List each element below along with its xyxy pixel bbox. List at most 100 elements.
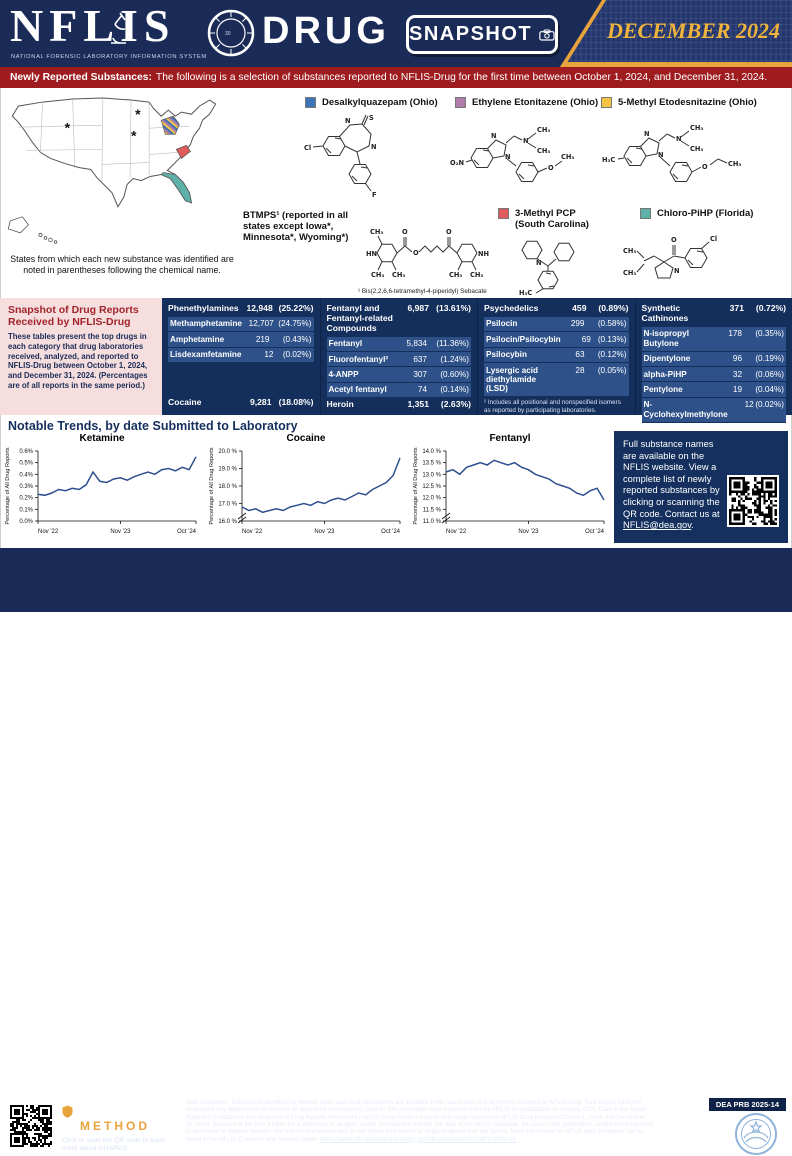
svg-text:Percentage of All Drug Reports: Percentage of All Drug Reports — [413, 447, 419, 524]
chart-title: Ketamine — [2, 433, 202, 446]
svg-text:0.2%: 0.2% — [19, 496, 33, 502]
svg-text:CH₃: CH₃ — [561, 153, 574, 161]
infobox-text: Full substance names are available on th… — [623, 439, 720, 519]
chart-plot: Percentage of All Drug Reports 11.0 % 11.5… — [410, 446, 610, 546]
substance-label: 3-Methyl PCP (South Carolina) — [515, 208, 606, 230]
snapshot-badge-label: SNAPSHOT — [409, 23, 532, 46]
svg-text:14.0 %: 14.0 % — [422, 449, 441, 455]
svg-text:NH: NH — [478, 250, 489, 258]
svg-text:0.5%: 0.5% — [19, 461, 33, 467]
shield-icon — [62, 1105, 73, 1118]
btmps-footnote: ¹ Bis(2,2,6,6-tetramethyl-4-piperidyl) S… — [358, 288, 487, 295]
header: NFLIS NATIONAL FORENSIC LABORATORY INFOR… — [0, 0, 792, 67]
svg-text:13.5 %: 13.5 % — [422, 461, 441, 467]
prb-number: DEA PRB 2025-14 — [709, 1098, 786, 1111]
map-caption: States from which each new substance was… — [8, 254, 236, 277]
svg-text:20.0 %: 20.0 % — [218, 449, 237, 455]
svg-text:Nov '23: Nov '23 — [314, 529, 335, 535]
svg-text:N: N — [676, 135, 682, 143]
structure-btmps: HN CH₃ CH₃ CH₃ O O O NH CH₃ CH₃ — [365, 213, 490, 285]
substance-label: Desalkylquazepam (Ohio) — [322, 97, 438, 108]
svg-text:Nov '23: Nov '23 — [110, 529, 131, 535]
svg-text:Cl: Cl — [304, 144, 311, 152]
svg-text:Nov '22: Nov '22 — [242, 529, 263, 535]
svg-text:0.3%: 0.3% — [19, 484, 33, 490]
footer: DEA GUARDS METHOD Click or scan the QR c… — [0, 548, 792, 612]
svg-text:CH₃: CH₃ — [623, 247, 636, 255]
svg-text:O₂N: O₂N — [450, 159, 464, 167]
svg-text:19.0 %: 19.0 % — [218, 467, 237, 473]
disclaimer-link[interactable]: https://www.nflis.deadiversion.usdoj.gov… — [320, 1137, 517, 1143]
svg-text:CH₃: CH₃ — [728, 160, 741, 168]
asterisk-minnesota: * — [135, 106, 141, 122]
data-disclaimer: Data Disclaimer: Substances identified b… — [186, 1100, 654, 1144]
svg-text:Nov '22: Nov '22 — [38, 529, 59, 535]
svg-text:12.5 %: 12.5 % — [422, 484, 441, 490]
legend-ethylene-etonitazene: Ethylene Etonitazene (Ohio) — [455, 97, 598, 108]
microscope-icon — [108, 11, 128, 47]
svg-text:17.0 %: 17.0 % — [218, 502, 237, 508]
banner-text: The following is a selection of substanc… — [156, 72, 767, 83]
svg-text:0.1%: 0.1% — [19, 507, 33, 513]
svg-text:HN: HN — [366, 250, 377, 258]
svg-text:CH₃: CH₃ — [690, 145, 703, 153]
trends-title: Notable Trends, by date Submitted to Lab… — [8, 419, 298, 433]
svg-text:N: N — [523, 137, 529, 145]
legend-chloro-pihp: Chloro-PiHP (Florida) — [640, 208, 785, 219]
svg-text:CH₃: CH₃ — [470, 271, 483, 279]
asterisk-iowa: * — [131, 127, 137, 143]
guards-caption: Click or scan the QR code to learn more … — [62, 1137, 180, 1153]
svg-text:11.0 %: 11.0 % — [423, 519, 442, 525]
svg-text:CH₃: CH₃ — [623, 269, 636, 277]
svg-text:11.5 %: 11.5 % — [423, 507, 442, 513]
svg-text:H₃C: H₃C — [519, 289, 532, 296]
svg-text:12.0 %: 12.0 % — [422, 496, 441, 502]
svg-text:CH₃: CH₃ — [449, 271, 462, 279]
svg-text:CH₃: CH₃ — [537, 147, 550, 155]
svg-text:N: N — [371, 143, 377, 151]
us-map: * * * — [2, 92, 244, 250]
svg-text:Oct '24: Oct '24 — [585, 529, 604, 535]
nflis-email-link[interactable]: NFLIS@dea.gov — [623, 520, 691, 530]
svg-text:O: O — [413, 249, 419, 257]
svg-text:0.6%: 0.6% — [19, 449, 33, 455]
snapshot-description-box: Snapshot of Drug Reports Received by NFL… — [0, 298, 162, 415]
substance-label: BTMPS¹ (reported in all states except Io… — [243, 210, 361, 243]
swatch-5-methyl-etodesnitazine — [601, 97, 612, 108]
svg-text:O: O — [548, 164, 554, 172]
substance-list-qr-code[interactable] — [727, 475, 779, 527]
infobox-text-end: . — [691, 520, 694, 530]
drug-wordmark: DRUG — [262, 10, 390, 53]
svg-text:F: F — [372, 191, 377, 199]
nflis-drug-snapshot-page: { "colors": { "navy": "#1B2B58", "banner… — [0, 0, 792, 612]
svg-text:CH₃: CH₃ — [537, 126, 550, 134]
legend-btmps: BTMPS¹ (reported in all states except Io… — [243, 210, 361, 243]
substance-label: Chloro-PiHP (Florida) — [657, 208, 753, 219]
svg-text:0.0%: 0.0% — [19, 519, 33, 525]
legend-5-methyl-etodesnitazine: 5-Methyl Etodesnitazine (Ohio) — [601, 97, 757, 108]
guards-qr-code[interactable] — [8, 1103, 54, 1149]
svg-text:CH₃: CH₃ — [370, 228, 383, 236]
